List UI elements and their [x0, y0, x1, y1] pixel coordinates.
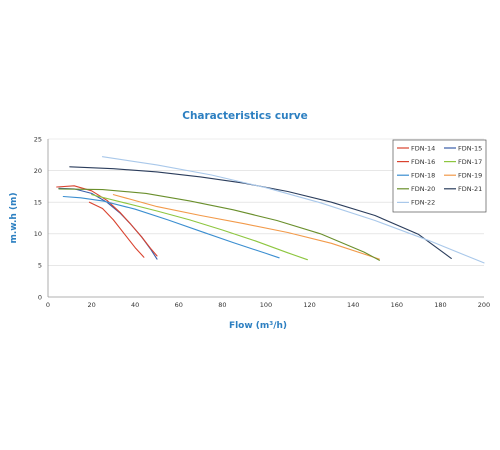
x-tick-label: 140	[347, 301, 359, 309]
y-tick-label: 15	[34, 199, 42, 207]
y-tick-label: 20	[34, 167, 42, 175]
series-line-fdn-20	[58, 188, 380, 261]
x-tick-label: 80	[218, 301, 226, 309]
legend-label-fdn-19: FDN-19	[458, 172, 482, 180]
y-tick-label: 0	[38, 293, 42, 301]
series-line-fdn-18	[62, 195, 280, 259]
x-tick-label: 200	[478, 301, 490, 309]
legend-label-fdn-20: FDN-20	[411, 185, 435, 193]
x-tick-label: 60	[175, 301, 183, 309]
legend-label-fdn-22: FDN-22	[411, 199, 435, 207]
x-tick-label: 180	[434, 301, 446, 309]
legend-label-fdn-16: FDN-16	[411, 158, 435, 166]
x-tick-label: 20	[87, 301, 95, 309]
series-line-fdn-14	[88, 201, 145, 258]
x-tick-label: 120	[303, 301, 315, 309]
y-axis-label: m.w.h (m)	[9, 192, 19, 243]
series-line-fdn-16	[56, 185, 158, 257]
series-line-fdn-17	[91, 194, 308, 261]
series-lines	[56, 156, 485, 264]
x-tick-label: 160	[391, 301, 403, 309]
x-axis-label: Flow (m³/h)	[229, 321, 287, 331]
series-line-fdn-22	[101, 156, 485, 264]
legend-label-fdn-17: FDN-17	[458, 158, 482, 166]
y-tick-label: 10	[34, 230, 42, 238]
legend-box	[392, 139, 487, 213]
x-tick-label: 40	[131, 301, 139, 309]
legend-label-fdn-15: FDN-15	[458, 144, 482, 152]
axes: 0 5 10 15 20 25 0 20 40 60 80 100 120 140 160 180 200	[34, 135, 490, 309]
y-tick-label: 25	[34, 135, 42, 143]
chart-title: Characteristics curve	[182, 110, 308, 122]
legend-label-fdn-14: FDN-14	[411, 144, 435, 152]
series-line-fdn-19	[112, 194, 380, 260]
legend-label-fdn-18: FDN-18	[411, 172, 435, 180]
legend: FDN-14 FDN-15 FDN-16 FDN-17 FDN-18 FDN-19 FDN-…	[392, 139, 487, 213]
legend-label-fdn-21: FDN-21	[458, 185, 482, 193]
x-tick-label: 100	[260, 301, 272, 309]
x-tick-label: 0	[46, 301, 50, 309]
y-tick-label: 5	[38, 262, 42, 270]
